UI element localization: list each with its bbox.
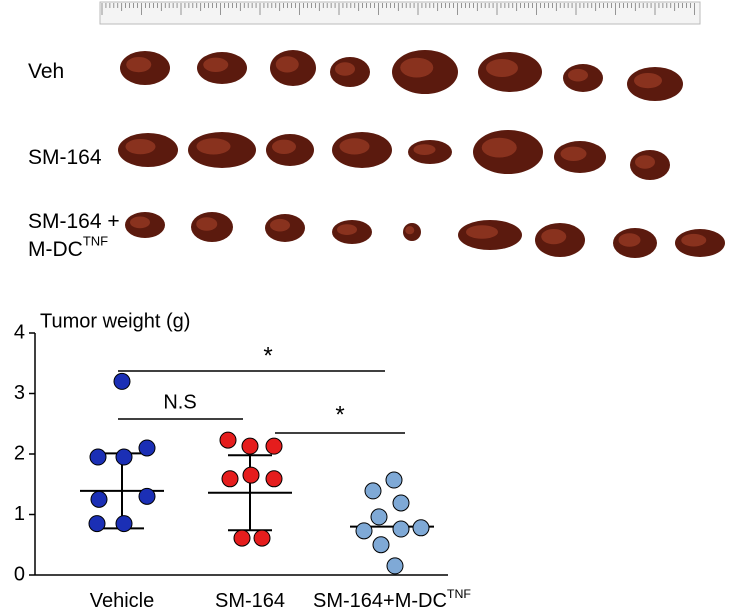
label: Veh <box>28 60 64 83</box>
dot <box>412 519 430 537</box>
tumor-highlight <box>405 226 415 235</box>
dot <box>364 482 382 500</box>
tumor-highlight <box>413 144 436 156</box>
y-tick-label: 3 <box>14 382 25 404</box>
tumor-highlight <box>541 228 567 245</box>
tumor-photo <box>99 1 725 258</box>
tumor-highlight <box>486 59 518 77</box>
tumor-highlight <box>196 217 218 231</box>
tumor-highlight <box>203 57 229 72</box>
tumor-highlight <box>335 62 355 76</box>
dot <box>355 522 373 540</box>
annotation: * <box>335 401 344 428</box>
dot <box>370 508 388 526</box>
label-text: SM-164+M-DC <box>313 590 447 612</box>
tumor-highlight <box>337 224 357 236</box>
tumor-highlight <box>196 138 231 155</box>
dot <box>113 372 131 390</box>
tumor-highlight <box>400 57 434 78</box>
dot <box>372 536 390 554</box>
dot <box>265 437 283 455</box>
label: SM-164 + <box>28 210 120 233</box>
label: SM-164+M-DCTNF <box>313 587 471 612</box>
dot <box>90 490 108 508</box>
dot <box>138 439 156 457</box>
dot <box>385 471 403 489</box>
tumor-highlight <box>560 146 587 161</box>
tumor-highlight <box>125 138 156 155</box>
dot <box>242 466 260 484</box>
tumor-highlight <box>568 68 588 82</box>
tumor-highlight <box>481 137 517 158</box>
dot <box>392 520 410 538</box>
ruler <box>99 1 701 25</box>
label-superscript: TNF <box>447 587 472 601</box>
dot <box>392 494 410 512</box>
dot <box>265 470 283 488</box>
dot <box>221 470 239 488</box>
y-tick-label: 1 <box>14 503 25 525</box>
dot <box>233 529 251 547</box>
label-text: SM-164 + <box>28 210 120 233</box>
tumor-highlight <box>339 138 370 155</box>
dot <box>115 515 133 533</box>
dot <box>89 448 107 466</box>
label: SM-164 <box>215 590 285 612</box>
dot <box>138 487 156 505</box>
annotation: * <box>263 342 272 369</box>
tumor-highlight <box>634 72 662 89</box>
tumor-highlight <box>126 56 152 73</box>
tumor-highlight <box>130 216 150 229</box>
label-text: SM-164 <box>28 146 102 169</box>
label-superscript: TNF <box>83 234 108 249</box>
label: M-DCTNF <box>28 234 108 260</box>
label-text: M-DC <box>28 238 83 261</box>
y-tick-label: 0 <box>14 563 25 585</box>
label-text: Veh <box>28 60 64 83</box>
dot <box>219 431 237 449</box>
annotation: N.S <box>163 391 196 413</box>
tumor-highlight <box>681 233 707 247</box>
y-axis-label: Tumor weight (g) <box>40 310 190 332</box>
tumor-highlight <box>272 139 296 154</box>
tumor-highlight <box>270 218 290 232</box>
y-tick-label: 2 <box>14 442 25 464</box>
label-text: SM-164 <box>215 590 285 612</box>
label-text: Vehicle <box>90 590 155 612</box>
label: SM-164 <box>28 146 102 169</box>
tumor-highlight <box>635 155 655 169</box>
tumor-highlight <box>275 56 299 73</box>
label: Vehicle <box>90 590 155 612</box>
y-tick-label: 4 <box>14 321 25 343</box>
dot <box>253 529 271 547</box>
dot <box>88 515 106 533</box>
dot <box>115 448 133 466</box>
tumor-highlight <box>466 225 498 239</box>
tumor-highlight <box>618 233 641 247</box>
dot <box>241 437 259 455</box>
dot <box>386 557 404 575</box>
